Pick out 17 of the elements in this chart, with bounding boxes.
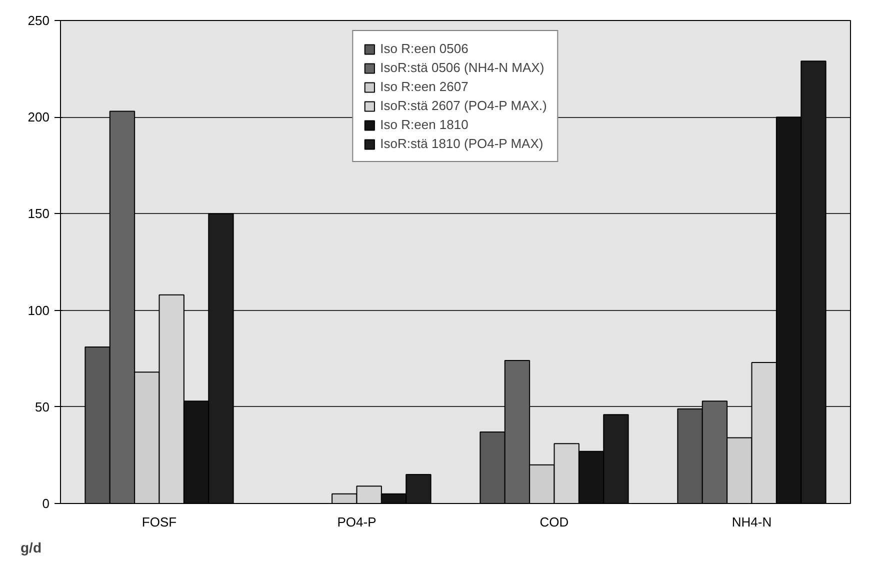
x-tick-label: FOSF: [142, 514, 177, 530]
y-tick-label: 100: [28, 302, 50, 318]
y-tick-label: 150: [28, 206, 50, 222]
legend-label: Iso R:een 2607: [380, 79, 468, 94]
y-tick-label: 50: [35, 399, 50, 414]
y-tick-label: 250: [28, 13, 50, 28]
legend-label: IsoR:stä 2607 (PO4-P MAX.): [380, 98, 547, 113]
legend-label: Iso R:een 0506: [380, 41, 468, 56]
y-axis-title: g/d: [20, 540, 42, 556]
y-tick-label: 200: [28, 110, 50, 125]
legend-label: IsoR:stä 1810 (PO4-P MAX): [380, 136, 544, 151]
legend-label: Iso R:een 1810: [380, 117, 468, 132]
x-tick-label: COD: [540, 514, 569, 530]
y-tick-label: 0: [42, 496, 50, 511]
x-tick-label: NH4-N: [732, 514, 772, 530]
x-tick-label: PO4-P: [337, 514, 376, 530]
legend-label: IsoR:stä 0506 (NH4-N MAX): [380, 60, 544, 75]
